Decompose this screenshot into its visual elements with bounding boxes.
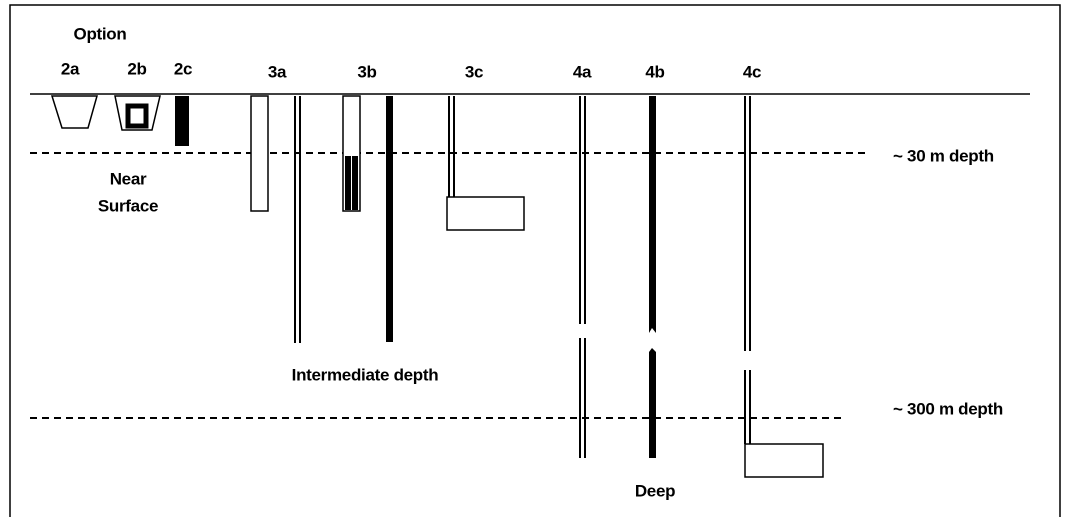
zone-label: Near bbox=[110, 169, 147, 188]
option-label: 4c bbox=[743, 62, 761, 81]
shaft-2c bbox=[175, 96, 189, 146]
frame bbox=[9, 4, 1061, 517]
option-label: 4a bbox=[573, 62, 592, 81]
zone-label: Surface bbox=[98, 196, 158, 215]
option-label: 2a bbox=[61, 59, 80, 78]
depth-label: ~ 300 m depth bbox=[893, 399, 1003, 418]
option-label: 3b bbox=[357, 62, 376, 81]
option-label: 2c bbox=[174, 59, 192, 78]
option-label: 2b bbox=[127, 59, 146, 78]
option-label: 3a bbox=[268, 62, 287, 81]
option-label: 4b bbox=[645, 62, 664, 81]
chamber-3c bbox=[446, 196, 525, 231]
option-title: Option bbox=[74, 24, 127, 43]
shaft-3a bbox=[250, 95, 269, 212]
zone-label: Intermediate depth bbox=[292, 365, 439, 384]
chamber-4c bbox=[744, 443, 824, 478]
vault-2b-core bbox=[125, 103, 149, 129]
option-label: 3c bbox=[465, 62, 483, 81]
trench-2a bbox=[50, 95, 98, 129]
borehole-4b bbox=[649, 96, 656, 333]
borehole-4b bbox=[649, 348, 656, 458]
zone-label: Deep bbox=[635, 481, 675, 500]
borehole-3b bbox=[386, 96, 393, 342]
depth-label: ~ 30 m depth bbox=[893, 146, 994, 165]
